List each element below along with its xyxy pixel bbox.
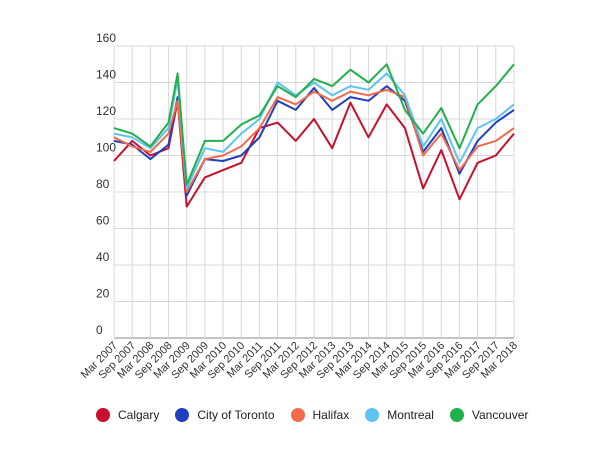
legend: Calgary City of Toronto Halifax Montreal Van… (96, 408, 544, 422)
y-tick-label: 20 (96, 287, 110, 301)
legend-item-vancouver[interactable]: Vancouver (449, 408, 529, 422)
legend-item-calgary[interactable]: Calgary (96, 408, 159, 422)
legend-swatch (175, 408, 190, 422)
series-lines (113, 63, 515, 208)
legend-label: Montreal (387, 408, 434, 422)
y-tick-label: 80 (96, 177, 110, 191)
legend-item-halifax[interactable]: Halifax (290, 408, 350, 422)
y-tick-label: 140 (96, 68, 116, 82)
y-tick-label: 160 (96, 31, 116, 45)
y-tick-label: 120 (96, 104, 116, 118)
legend-swatch (449, 408, 464, 422)
legend-label: City of Toronto (197, 408, 275, 422)
legend-item-montreal[interactable]: Montreal (365, 408, 434, 422)
legend-swatch (365, 408, 380, 422)
legend-label: Vancouver (471, 408, 529, 422)
series-line-halifax (113, 88, 515, 193)
legend-label: Halifax (312, 408, 350, 422)
series-line-vancouver (113, 63, 515, 186)
y-tick-label: 100 (96, 141, 116, 155)
legend-swatch (96, 408, 110, 422)
legend-item-city-of-toronto[interactable]: City of Toronto (175, 408, 275, 422)
y-axis-ticks: 0 20 40 60 80 100 120 140 160 (96, 31, 116, 337)
y-tick-label: 40 (96, 250, 110, 264)
legend-swatch (290, 408, 305, 422)
y-tick-label: 0 (96, 323, 103, 337)
y-tick-label: 60 (96, 214, 110, 228)
legend-label: Calgary (118, 408, 160, 422)
